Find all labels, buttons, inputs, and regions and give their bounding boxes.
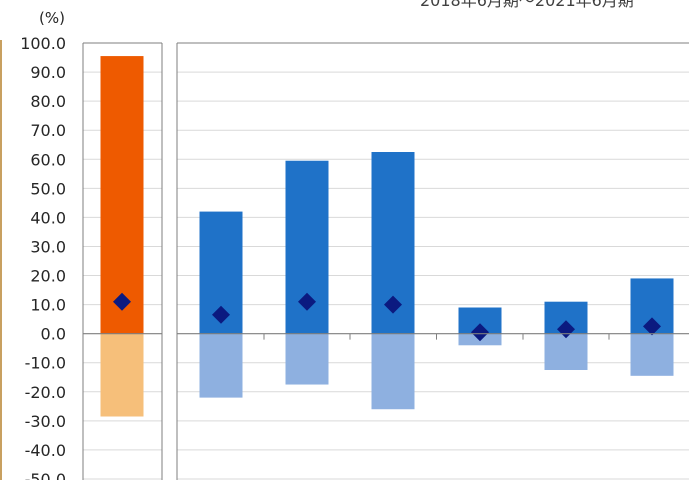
bar-max: [100, 56, 144, 334]
y-tick-label: -20.0: [25, 383, 66, 402]
marker-diamond: [471, 323, 489, 342]
y-tick-label: 40.0: [30, 208, 66, 227]
y-tick-label: -10.0: [25, 354, 66, 373]
y-tick-label: 10.0: [30, 296, 66, 315]
marker-diamond: [384, 295, 402, 314]
y-tick-label: 60.0: [30, 150, 66, 169]
y-tick-label: 20.0: [30, 267, 66, 286]
bar-min: [630, 333, 674, 376]
y-tick-label: 30.0: [30, 237, 66, 256]
bar-min: [371, 333, 415, 410]
y-tick-label: 50.0: [30, 179, 66, 198]
y-unit-label: (%): [39, 9, 65, 27]
bar-min: [100, 333, 144, 417]
y-tick-label: -50.0: [25, 470, 66, 480]
marker-diamond: [113, 292, 131, 311]
bar-min: [199, 333, 243, 398]
marker-diamond: [298, 292, 316, 311]
y-tick-label: 90.0: [30, 63, 66, 82]
y-tick-label: 0.0: [41, 325, 66, 344]
y-tick-label: 80.0: [30, 92, 66, 111]
bar-min: [544, 333, 588, 370]
y-tick-label: -30.0: [25, 412, 66, 431]
y-tick-label: 100.0: [20, 34, 66, 53]
marker-diamond: [212, 305, 230, 324]
y-tick-label: -40.0: [25, 441, 66, 460]
marker-diamond: [643, 317, 661, 336]
header-partial-text: 2018年6月期～2021年6月期: [420, 0, 634, 10]
y-tick-label: 70.0: [30, 121, 66, 140]
bar-min: [285, 333, 329, 385]
